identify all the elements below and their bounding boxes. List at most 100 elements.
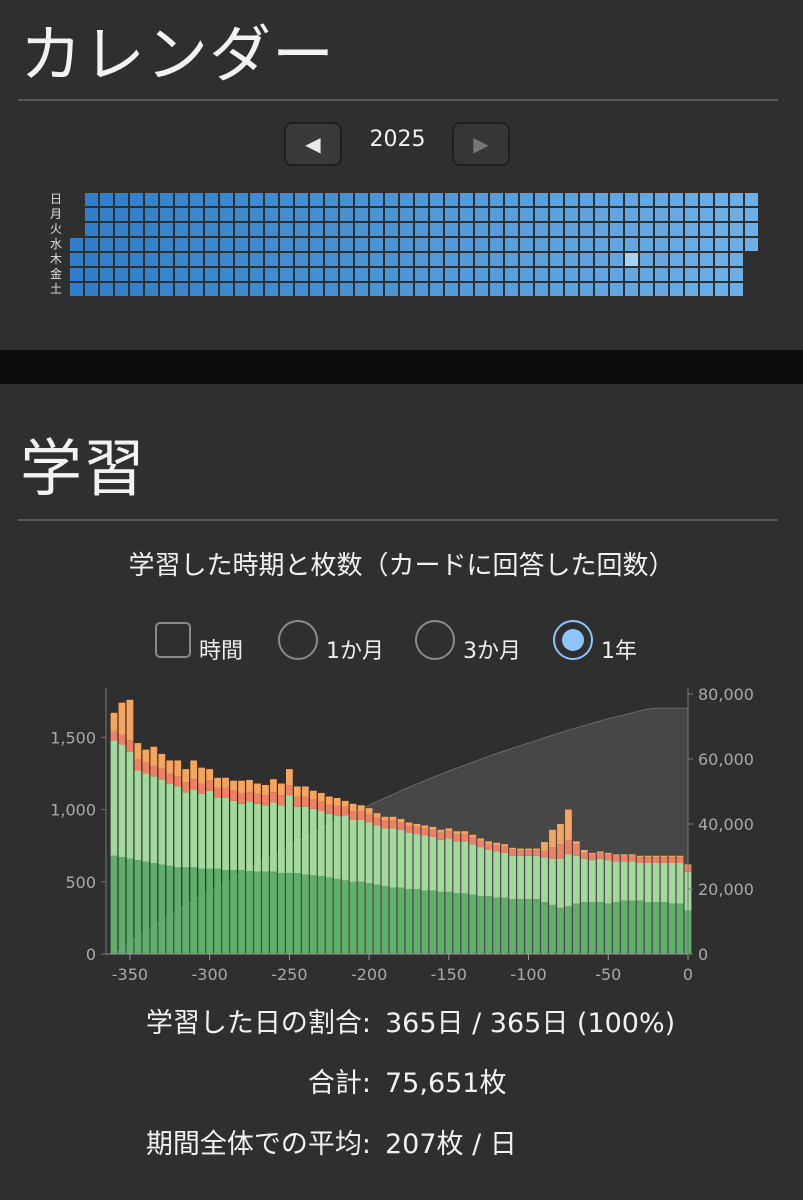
calendar-day-cell[interactable] [400, 208, 413, 221]
calendar-day-cell[interactable] [205, 283, 218, 296]
calendar-day-cell[interactable] [190, 283, 203, 296]
calendar-day-cell[interactable] [445, 193, 458, 206]
calendar-day-cell[interactable] [160, 223, 173, 236]
calendar-day-cell[interactable] [730, 193, 743, 206]
calendar-day-cell[interactable] [685, 238, 698, 251]
calendar-day-cell[interactable] [625, 253, 638, 266]
calendar-day-cell[interactable] [490, 208, 503, 221]
calendar-day-cell[interactable] [280, 283, 293, 296]
calendar-day-cell[interactable] [565, 238, 578, 251]
calendar-day-cell[interactable] [355, 208, 368, 221]
calendar-day-cell[interactable] [310, 268, 323, 281]
calendar-day-cell[interactable] [100, 268, 113, 281]
calendar-day-cell[interactable] [265, 238, 278, 251]
calendar-day-cell[interactable] [670, 193, 683, 206]
calendar-day-cell[interactable] [100, 238, 113, 251]
calendar-day-cell[interactable] [355, 223, 368, 236]
calendar-day-cell[interactable] [745, 238, 758, 251]
calendar-day-cell[interactable] [460, 238, 473, 251]
calendar-day-cell[interactable] [400, 253, 413, 266]
option-1-year[interactable]: 1年 [553, 615, 637, 665]
calendar-day-cell[interactable] [130, 208, 143, 221]
calendar-day-cell[interactable] [640, 268, 653, 281]
calendar-day-cell[interactable] [400, 238, 413, 251]
calendar-day-cell[interactable] [295, 223, 308, 236]
calendar-day-cell[interactable] [565, 268, 578, 281]
calendar-day-cell[interactable] [100, 283, 113, 296]
calendar-day-cell[interactable] [250, 268, 263, 281]
calendar-day-cell[interactable] [190, 193, 203, 206]
calendar-day-cell[interactable] [490, 268, 503, 281]
calendar-day-cell[interactable] [745, 193, 758, 206]
calendar-day-cell[interactable] [340, 253, 353, 266]
calendar-day-cell[interactable] [445, 253, 458, 266]
calendar-day-cell[interactable] [550, 193, 563, 206]
calendar-day-cell[interactable] [415, 268, 428, 281]
calendar-day-cell[interactable] [85, 283, 98, 296]
calendar-day-cell[interactable] [370, 268, 383, 281]
calendar-day-cell[interactable] [595, 208, 608, 221]
calendar-day-cell[interactable] [520, 268, 533, 281]
calendar-day-cell[interactable] [475, 208, 488, 221]
calendar-day-cell[interactable] [205, 238, 218, 251]
calendar-day-cell[interactable] [535, 193, 548, 206]
calendar-day-cell[interactable] [640, 253, 653, 266]
calendar-day-cell[interactable] [655, 208, 668, 221]
calendar-day-cell[interactable] [85, 223, 98, 236]
calendar-day-cell[interactable] [100, 193, 113, 206]
calendar-day-cell[interactable] [430, 268, 443, 281]
calendar-day-cell[interactable] [160, 208, 173, 221]
calendar-day-cell[interactable] [535, 283, 548, 296]
calendar-day-cell[interactable] [130, 193, 143, 206]
calendar-day-cell[interactable] [385, 268, 398, 281]
calendar-day-cell[interactable] [400, 193, 413, 206]
calendar-day-cell[interactable] [250, 238, 263, 251]
calendar-day-cell[interactable] [400, 223, 413, 236]
calendar-day-cell[interactable] [235, 268, 248, 281]
calendar-day-cell[interactable] [460, 193, 473, 206]
calendar-day-cell[interactable] [205, 208, 218, 221]
calendar-day-cell[interactable] [280, 208, 293, 221]
calendar-day-cell[interactable] [520, 223, 533, 236]
calendar-day-cell[interactable] [610, 238, 623, 251]
calendar-day-cell[interactable] [475, 268, 488, 281]
calendar-day-cell[interactable] [220, 283, 233, 296]
calendar-day-cell[interactable] [700, 193, 713, 206]
calendar-day-cell[interactable] [160, 238, 173, 251]
calendar-day-cell[interactable] [610, 223, 623, 236]
calendar-day-cell[interactable] [310, 253, 323, 266]
calendar-day-cell[interactable] [700, 268, 713, 281]
calendar-day-cell[interactable] [715, 208, 728, 221]
calendar-day-cell[interactable] [700, 238, 713, 251]
calendar-day-cell[interactable] [145, 223, 158, 236]
calendar-day-cell[interactable] [70, 283, 83, 296]
calendar-day-cell[interactable] [415, 223, 428, 236]
calendar-day-cell[interactable] [655, 223, 668, 236]
calendar-day-cell[interactable] [595, 238, 608, 251]
calendar-day-cell[interactable] [685, 253, 698, 266]
calendar-day-cell[interactable] [595, 223, 608, 236]
calendar-day-cell[interactable] [415, 193, 428, 206]
calendar-day-cell[interactable] [85, 208, 98, 221]
calendar-day-cell[interactable] [235, 208, 248, 221]
calendar-day-cell[interactable] [610, 253, 623, 266]
calendar-day-cell[interactable] [430, 208, 443, 221]
calendar-day-cell[interactable] [730, 268, 743, 281]
calendar-day-cell[interactable] [340, 223, 353, 236]
calendar-day-cell[interactable] [430, 238, 443, 251]
calendar-day-cell[interactable] [700, 253, 713, 266]
calendar-day-cell[interactable] [520, 238, 533, 251]
calendar-day-cell[interactable] [745, 208, 758, 221]
calendar-day-cell[interactable] [625, 283, 638, 296]
calendar-day-cell[interactable] [640, 223, 653, 236]
calendar-day-cell[interactable] [115, 268, 128, 281]
calendar-day-cell[interactable] [175, 238, 188, 251]
calendar-day-cell[interactable] [685, 283, 698, 296]
calendar-day-cell[interactable] [70, 253, 83, 266]
calendar-day-cell[interactable] [595, 283, 608, 296]
calendar-day-cell[interactable] [520, 283, 533, 296]
calendar-day-cell[interactable] [700, 283, 713, 296]
calendar-day-cell[interactable] [670, 238, 683, 251]
calendar-day-cell[interactable] [715, 238, 728, 251]
calendar-day-cell[interactable] [310, 283, 323, 296]
